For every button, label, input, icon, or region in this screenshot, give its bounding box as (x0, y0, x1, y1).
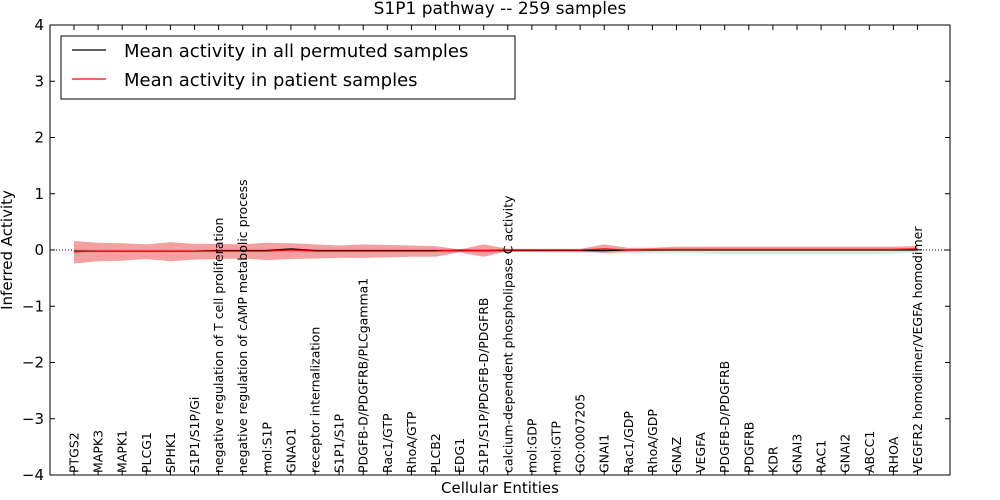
x-tick-label: PDGFRB (741, 422, 756, 473)
x-tick-label: GNAI3 (790, 434, 805, 473)
x-tick-label: MAPK3 (91, 430, 106, 473)
x-tick-label: ABCC1 (862, 431, 877, 473)
legend-label-patient: Mean activity in patient samples (124, 70, 418, 91)
x-tick-label: GO:0007205 (573, 394, 588, 473)
y-tick-label: 4 (34, 16, 44, 34)
x-tick-label: GNAZ (669, 437, 684, 473)
x-tick-label: GNAI1 (597, 434, 612, 473)
x-tick-label: receptor internalization (308, 327, 323, 473)
x-tick-label: VEGFA (693, 432, 708, 473)
legend-box (60, 35, 516, 100)
series-lines (73, 248, 918, 253)
band-patient (74, 241, 918, 264)
x-tick-label: RAC1 (814, 440, 829, 473)
y-axis-label: Inferred Activity (0, 190, 16, 310)
x-axis: PTGS2 MAPK3 MAPK1 PLCG1 SPHK1 S1P1/S1P/Gi nega… (67, 25, 925, 475)
y-tick-label: 0 (34, 241, 44, 259)
y-tick-label: −1 (22, 297, 44, 315)
x-tick-label: KDR (765, 446, 780, 473)
x-tick-label: GNAI2 (838, 434, 853, 473)
y-tick-label: −2 (22, 354, 44, 372)
x-tick-label: calcium-dependent phospholipase C activi… (500, 195, 515, 473)
x-tick-label: PDGFB-D/PDGFRB (717, 361, 732, 473)
legend: Mean activity in all permuted samples Me… (60, 35, 516, 100)
y-tick-label: −4 (22, 466, 44, 484)
x-tick-label: PDGFB-D/PDGFRB/PLCgamma1 (356, 278, 371, 473)
x-tick-label: GNAO1 (283, 428, 298, 473)
x-tick-label: VEGFR2 homodimer/VEGFA homodimer (910, 226, 925, 473)
x-tick-label: MAPK1 (115, 430, 130, 473)
x-tick-label: S1P1/S1P/Gi (187, 397, 202, 473)
x-tick-label: negative regulation of T cell proliferat… (211, 218, 226, 473)
x-tick-label: negative regulation of cAMP metabolic pr… (235, 179, 250, 473)
x-tick-label: Rac1/GTP (380, 413, 395, 473)
x-tick-label: mol:S1P (259, 422, 274, 473)
confidence-bands (74, 241, 918, 264)
x-tick-label: EDG1 (452, 438, 467, 473)
y-tick-label: 3 (34, 72, 44, 90)
x-tick-label: PTGS2 (67, 432, 82, 473)
x-tick-label: RhoA/GTP (404, 411, 419, 473)
series-line-patient (73, 248, 918, 253)
y-tick-label: −3 (22, 410, 44, 428)
legend-label-permuted: Mean activity in all permuted samples (124, 41, 468, 62)
x-tick-label: RhoA/GDP (645, 409, 660, 473)
y-tick-label: 2 (34, 129, 44, 147)
y-tick-label: 1 (34, 185, 44, 203)
x-tick-label: S1P1/S1P (332, 414, 347, 473)
x-tick-label: mol:GTP (549, 421, 564, 473)
x-tick-label: Rac1/GDP (621, 411, 636, 473)
x-axis-label: Cellular Entities (441, 479, 559, 497)
chart-title: S1P1 pathway -- 259 samples (374, 0, 627, 19)
x-tick-label: RHOA (886, 436, 901, 473)
x-tick-label: PLCG1 (139, 432, 154, 473)
x-tick-label: S1P1/S1P/PDGFB-D/PDGFRB (476, 298, 491, 474)
y-axis: −4 −3 −2 −1 0 1 2 3 4 (22, 16, 950, 484)
x-tick-label: SPHK1 (163, 432, 178, 473)
x-tick-label: mol:GDP (524, 418, 539, 473)
x-tick-label: PLCB2 (428, 433, 443, 473)
